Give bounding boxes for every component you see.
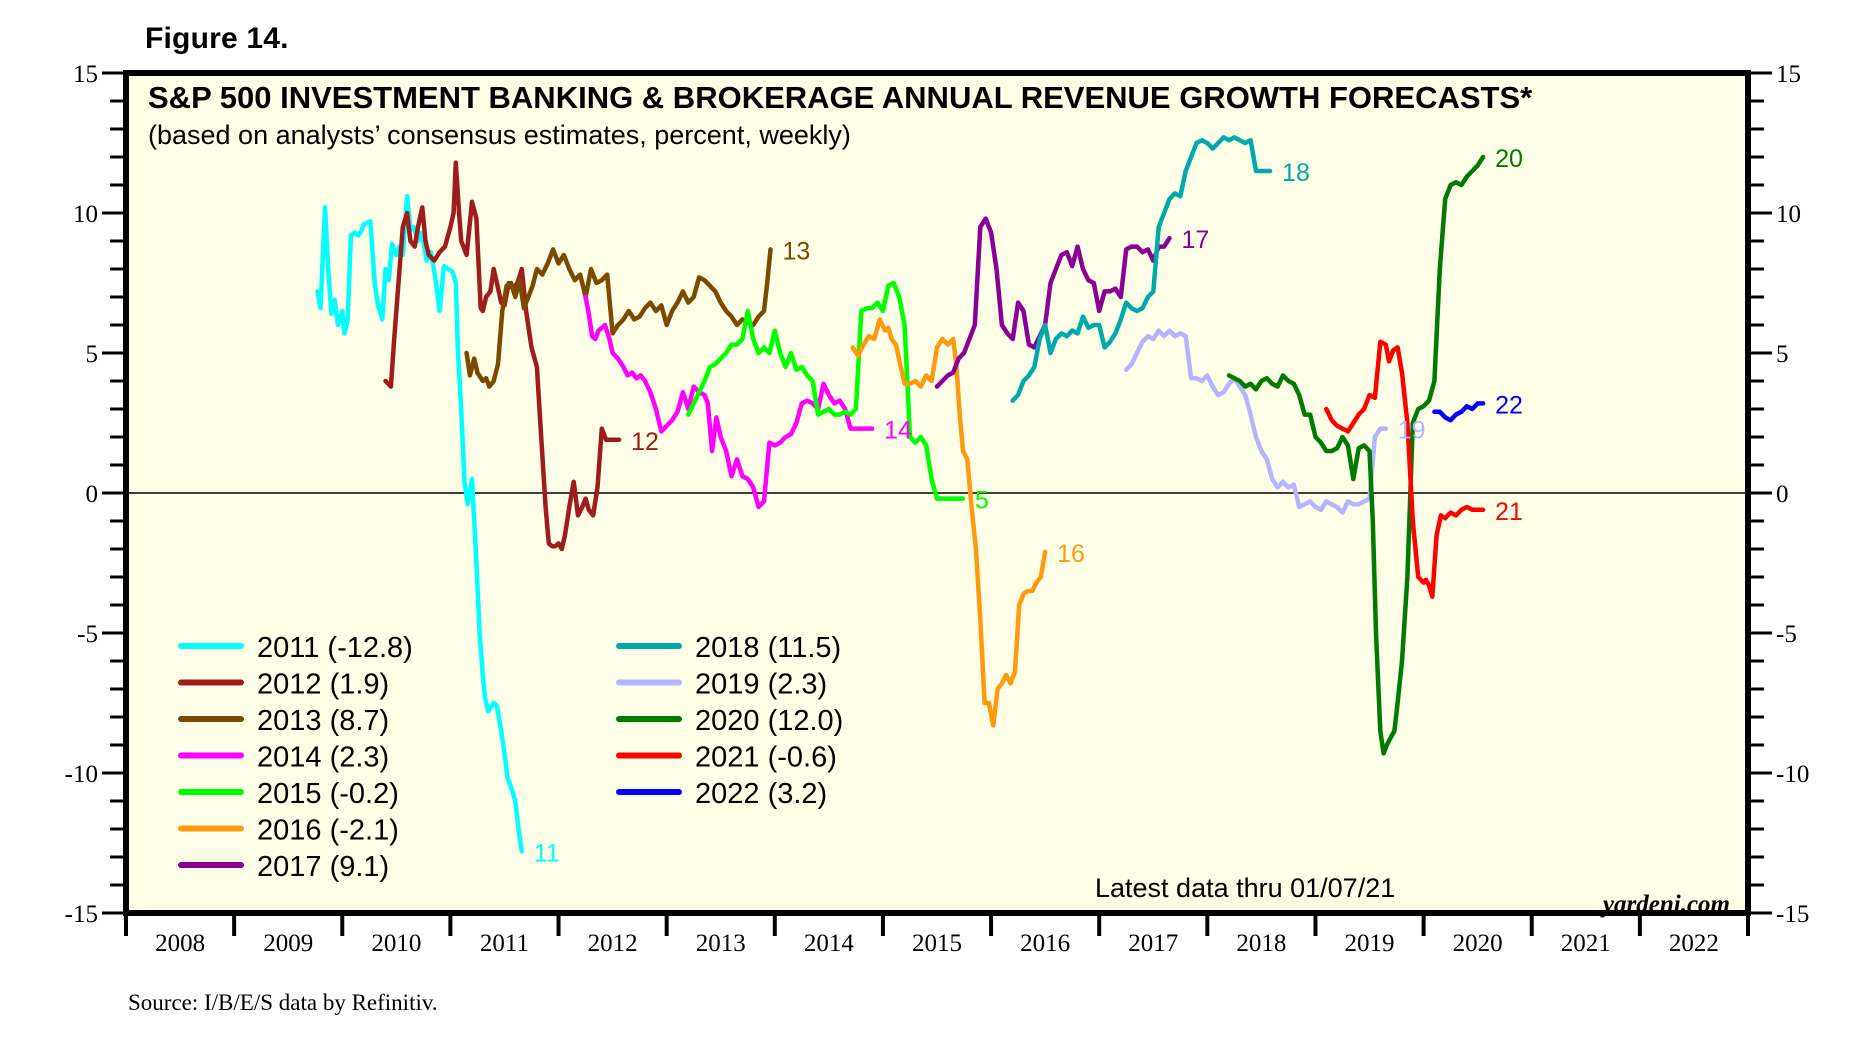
legend-label: 2019 (2.3) [695,669,827,701]
legend-label: 2021 (-0.6) [695,742,837,774]
x-tick-label: 2008 [155,930,205,957]
chart-subtitle: (based on analysts’ consensus estimates,… [148,120,851,150]
y-tick-label-right: 5 [1776,341,1789,368]
latest-data-annotation: Latest data thru 01/07/21 [1095,873,1395,903]
series-line-2015 [686,280,966,501]
y-tick-label-right: 15 [1776,61,1801,88]
legend-label: 2022 (3.2) [695,778,827,810]
legend-label: 2012 (1.9) [257,669,389,701]
x-tick-label: 2019 [1345,930,1395,957]
y-tick-label-left: 5 [86,341,99,368]
y-tick-label-left: 0 [86,481,99,508]
series-end-label-2017: 17 [1181,226,1209,254]
x-tick-label: 2014 [804,930,855,957]
series-end-label-2021: 21 [1495,498,1523,526]
legend-label: 2016 (-2.1) [257,815,399,847]
series-line-2018 [1010,135,1273,403]
series-end-label-2020: 20 [1495,145,1523,173]
source-note: Source: I/B/E/S data by Refinitiv. [128,990,438,1015]
x-tick-label: 2011 [480,930,529,957]
x-tick-label: 2020 [1453,930,1503,957]
watermark: yardeni.com [1600,891,1730,918]
x-tick-label: 2017 [1128,930,1178,957]
x-tick-label: 2018 [1236,930,1286,957]
series-end-label-2018: 18 [1282,159,1310,187]
y-tick-label-left: -5 [77,621,98,648]
y-tick-label-right: 10 [1776,201,1801,228]
x-tick-label: 2021 [1561,930,1611,957]
series-line-2022 [1432,401,1486,423]
series-end-label-2012: 12 [631,428,659,456]
x-tick-label: 2010 [371,930,421,957]
y-tick-label-right: 0 [1776,481,1789,508]
y-tick-label-left: -15 [65,901,98,928]
y-tick-label-right: -15 [1776,901,1809,928]
series-end-label-2014: 14 [884,417,912,445]
x-tick-label: 2009 [263,930,313,957]
legend-label: 2020 (12.0) [695,705,843,737]
legend-label: 2014 (2.3) [257,742,389,774]
series-end-label-2013: 13 [782,237,810,265]
y-tick-label-left: 10 [73,201,98,228]
series-end-label-2011: 11 [534,839,560,867]
x-tick-label: 2022 [1669,930,1719,957]
series-end-label-2022: 22 [1495,391,1523,419]
y-tick-label-left: 15 [73,61,98,88]
series-line-2019 [1123,328,1389,515]
series-end-label-2016: 16 [1057,540,1085,568]
series-line-2011 [315,193,525,854]
series-line-2021 [1324,339,1486,599]
series-line-2013 [464,247,773,389]
x-tick-label: 2012 [588,930,638,957]
series-line-2020 [1226,154,1486,756]
figure-label: Figure 14. [145,22,289,55]
series-end-label-2015: 5 [975,487,989,515]
x-tick-label: 2016 [1020,930,1070,957]
legend-label: 2015 (-0.2) [257,778,399,810]
y-tick-label-left: -10 [65,761,98,788]
legend: 2011 (-12.8) 2012 (1.9) 2013 (8.7) 2014 (2.… [178,632,843,883]
legend-label: 2013 (8.7) [257,705,389,737]
series-line-2014 [583,294,875,510]
series-line-2017 [934,216,1172,389]
x-tick-label: 2013 [696,930,746,957]
y-tick-label-right: -10 [1776,761,1809,788]
legend-label: 2011 (-12.8) [257,632,413,664]
x-tick-label: 2015 [912,930,962,957]
chart-title: S&P 500 INVESTMENT BANKING & BROKERAGE A… [148,80,1533,115]
y-tick-label-right: -5 [1776,621,1797,648]
series-end-label-2019: 19 [1398,417,1426,445]
legend-label: 2017 (9.1) [257,851,389,883]
legend-label: 2018 (11.5) [695,632,841,664]
